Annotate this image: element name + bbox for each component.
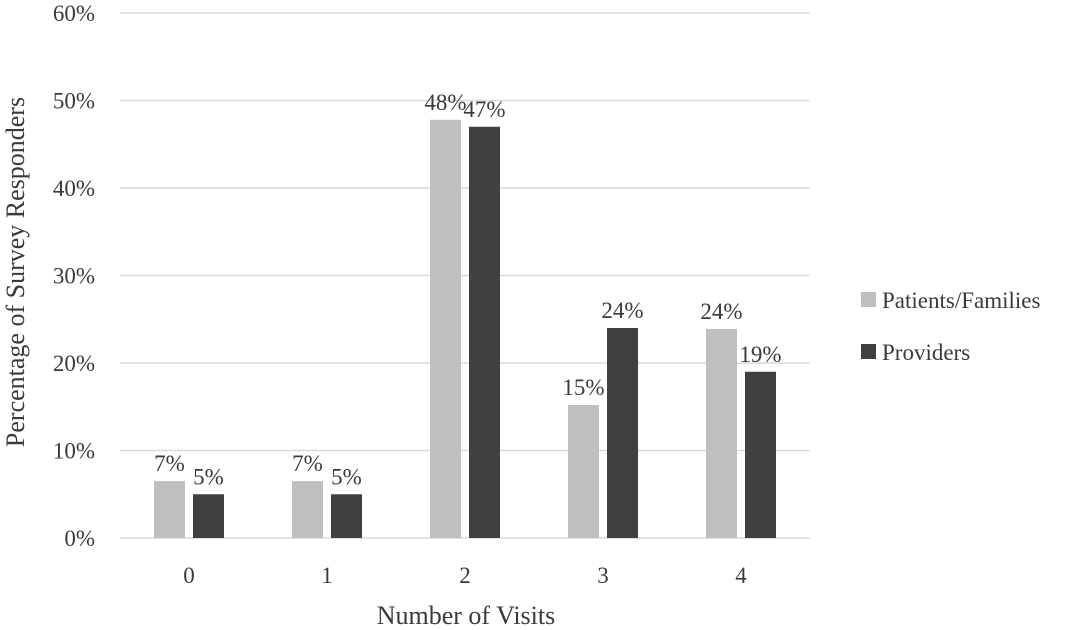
bar-providers — [469, 126, 500, 538]
gridlines — [120, 12, 810, 539]
bar-providers — [193, 494, 224, 538]
bar-patients-families — [292, 481, 323, 538]
data-label-providers: 5% — [331, 464, 362, 489]
x-tick-label: 4 — [735, 563, 747, 588]
legend-swatch-patients-families — [861, 292, 876, 307]
y-axis-title: Percentage of Survey Responders — [1, 97, 30, 447]
bar-providers — [607, 328, 638, 538]
x-axis-ticks: 0 1 2 3 4 — [183, 563, 747, 588]
data-label-providers: 24% — [601, 298, 643, 323]
legend-swatch-providers — [861, 344, 876, 359]
x-axis-title: Number of Visits — [377, 601, 556, 630]
x-tick-label: 0 — [183, 563, 195, 588]
x-tick-label: 2 — [459, 563, 471, 588]
bar-patients-families — [154, 481, 185, 538]
bar-providers — [331, 494, 362, 538]
data-label-patients-families: 7% — [292, 451, 323, 476]
data-label-patients-families: 15% — [562, 375, 604, 400]
bars — [154, 119, 776, 538]
y-tick-label: 30% — [53, 264, 95, 289]
data-label-providers: 47% — [463, 97, 505, 122]
y-tick-label: 60% — [53, 1, 95, 26]
bar-patients-families — [568, 405, 599, 538]
y-tick-label: 20% — [53, 351, 95, 376]
y-axis-ticks: 0% 10% 20% 30% 40% 50% 60% — [53, 1, 95, 551]
bar-patients-families — [706, 328, 737, 538]
legend-label-patients-families: Patients/Families — [882, 288, 1040, 313]
y-tick-label: 0% — [64, 526, 95, 551]
y-tick-label: 10% — [53, 439, 95, 464]
data-labels: 7% 5% 7% 5% 48%47% 15% 24% 24% 19% — [154, 90, 781, 490]
y-tick-label: 40% — [53, 176, 95, 201]
legend-label-providers: Providers — [882, 340, 970, 365]
data-label-providers: 19% — [739, 342, 781, 367]
data-label-providers: 5% — [193, 464, 224, 489]
bar-providers — [745, 371, 776, 538]
y-tick-label: 50% — [53, 89, 95, 114]
data-label-patients-families: 7% — [154, 451, 185, 476]
data-label-patients-families: 48% — [424, 90, 466, 115]
x-tick-label: 1 — [321, 563, 333, 588]
legend: Patients/Families Providers — [861, 288, 1040, 365]
data-label-patients-families: 24% — [700, 299, 742, 324]
x-tick-label: 3 — [597, 563, 609, 588]
bar-patients-families — [430, 119, 461, 538]
